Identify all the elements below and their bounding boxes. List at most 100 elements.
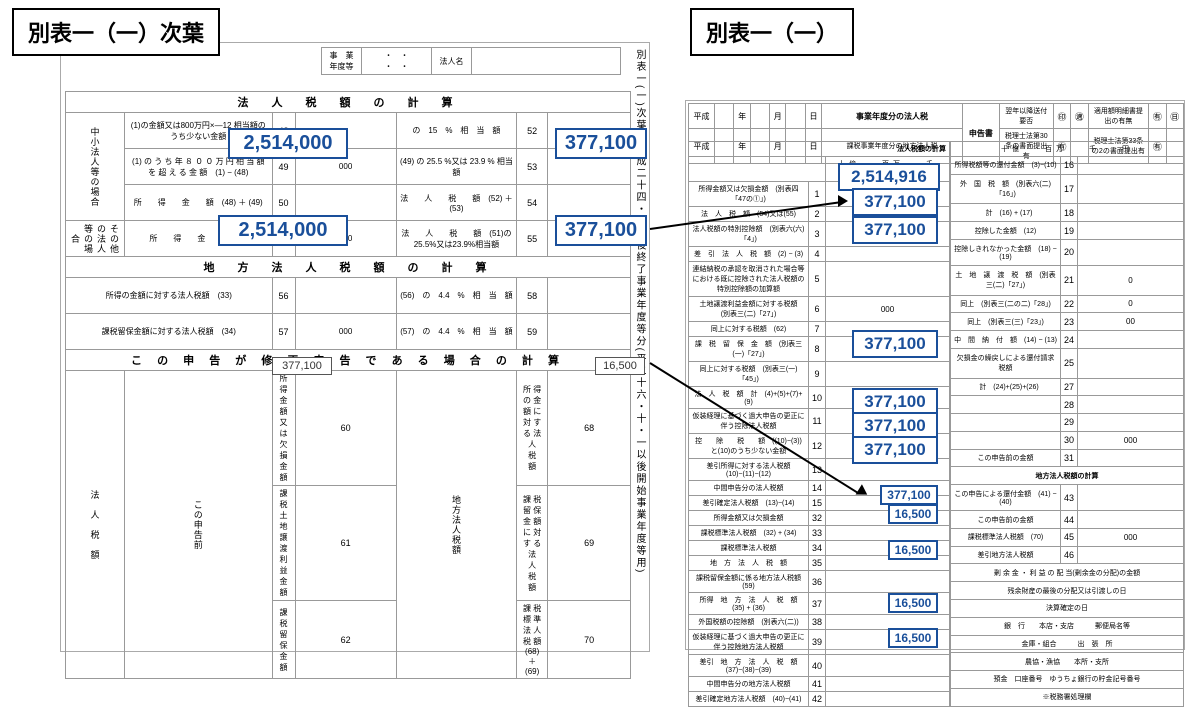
hl-left-2514-b: 2,514,000 [218, 215, 348, 246]
secr2: 地方法人税額の計算 [951, 467, 1184, 485]
rc21l: 土 地 譲 渡 税 額 (別表三(二)「27」) [951, 265, 1061, 295]
rr2n: 2 [809, 207, 826, 222]
rr13l: 差引所得に対する法人税額 (10)−(11)−(12) [689, 459, 809, 481]
rr42l: 差引確定地方法人税額 (40)−(41) [689, 692, 809, 707]
rr1l: 所得金額又は欠損金額 (別表四「47の①」) [689, 182, 809, 207]
hl-r40: 16,500 [888, 593, 938, 613]
rc26n: 27 [1061, 378, 1078, 396]
rr37l: 所得 地 方 法 人 税 額 (35) + (36) [689, 593, 809, 615]
rr39l: 仮装経理に基づく過大申告の更正に伴う控除地方法人税額 [689, 630, 809, 655]
r6-num2: 59 [517, 314, 548, 350]
rr37n: 37 [809, 593, 826, 615]
rr6n: 6 [809, 297, 826, 322]
side-label-5: 地方法人税額 [396, 371, 516, 679]
rc30n: 30 [1061, 431, 1078, 449]
rc25l: 欠損金の繰戻しによる還付請求税額 [951, 348, 1061, 378]
rr36n: 36 [809, 571, 826, 593]
section2-head: 地 方 法 人 税 額 の 計 算 [66, 257, 631, 278]
rr8l: 課 税 留 保 金 額 (別表三(一)「27」) [689, 337, 809, 362]
rc18l: 計 (16) + (17) [951, 204, 1061, 222]
r1-num2: 52 [517, 113, 548, 149]
r4-mid: 法 人 税 額 (51)の25.5%又は23.9%相当額 [396, 221, 516, 257]
rc21n: 21 [1061, 265, 1078, 295]
arrow-1-head [838, 195, 848, 207]
rr35l: 地 方 法 人 税 額 [689, 556, 809, 571]
rc22z: 0 [1078, 295, 1184, 313]
rc29n: 29 [1061, 414, 1078, 432]
r3-mid: 法 人 税 額 (52) ＋ (53) [396, 185, 516, 221]
r5-num: 56 [272, 278, 295, 314]
rc17l: 外 国 税 額 (別表六(二)「16」) [951, 174, 1061, 204]
rr9n: 9 [809, 362, 826, 387]
rr11n: 11 [809, 409, 826, 434]
rr9l: 同上に対する税額 (別表三(一)「45」) [689, 362, 809, 387]
rr34n: 34 [809, 541, 826, 556]
acct: 預金 口座番号 ゆうちょ銀行の貯金記号番号 [951, 671, 1184, 689]
rr38l: 外国税額の控除額 (別表六(二)) [689, 615, 809, 630]
r2-mid: (49) の 25.5 %又は 23.9 % 相当額 [396, 149, 516, 185]
rr8n: 8 [809, 337, 826, 362]
rc19n: 19 [1061, 222, 1078, 240]
rc20l: 控除しきれなかった金額 (18) − (19) [951, 239, 1061, 265]
rr14n: 14 [809, 481, 826, 496]
rc44l: この申告前の金額 [951, 511, 1061, 529]
side-label-3: 法 人 税 額 [66, 371, 125, 679]
r5-label: 所得の金額に対する法人税額 (33) [66, 278, 273, 314]
rc19l: 控除した金額 (12) [951, 222, 1061, 240]
r6-mid: (57) の 4.4 % 相 当 額 [396, 314, 516, 350]
rr39n: 39 [809, 630, 826, 655]
left-title: 別表一（一）次葉 [12, 8, 220, 56]
rr3l: 法人税額の特別控除額 (別表六(六)「4」) [689, 222, 809, 247]
secr: 法人税額の計算 [897, 146, 946, 153]
rc46n: 46 [1061, 546, 1078, 564]
r68-n: 68 [548, 371, 631, 486]
units2: 十億 百万 千 円 [951, 142, 1184, 157]
rc31l: この申告前の金額 [951, 449, 1061, 467]
r6-num: 57 [272, 314, 295, 350]
hl-left-2514-a: 2,514,000 [228, 128, 348, 159]
r60-n: 60 [295, 371, 396, 486]
l-nendo: 年度等 [330, 62, 354, 71]
box-left-377: 377,100 [272, 357, 332, 375]
rc45z: 000 [1078, 528, 1184, 546]
rc31n: 31 [1061, 449, 1078, 467]
rr7l: 同上に対する税額 (62) [689, 322, 809, 337]
r2-num2: 53 [517, 149, 548, 185]
r61-n: 61 [295, 486, 396, 601]
y1: 年 [734, 104, 750, 129]
hl-r4: 377,100 [852, 216, 938, 244]
rr5l: 連結納税の承認を取消された場合等における既に控除された法人税額の特別控除額の加算… [689, 262, 809, 297]
side-label-2: その他の法人等の場合 [66, 221, 125, 257]
hl-left-377-a: 377,100 [555, 128, 647, 159]
d1: 日 [805, 104, 821, 129]
rc23z: 00 [1078, 313, 1184, 331]
bank2: 金庫・組合 出 張 所 [951, 635, 1184, 653]
rr4n: 4 [809, 247, 826, 262]
r69-n: 69 [548, 486, 631, 601]
r61-l: 課 税 土 地 譲 渡 利 益 金 額 [272, 486, 295, 601]
section1-head: 法 人 税 額 の 計 算 [66, 92, 631, 113]
misc1: 剰 余 金 ・ 利 益 の 配 当(剰余金の分配)の金額 [951, 564, 1184, 582]
rc24l: 中 間 納 付 額 (14) − (13) [951, 331, 1061, 349]
side-label-4: この申告前 [125, 371, 273, 679]
era1: 平成 [689, 104, 715, 129]
rr7n: 7 [809, 322, 826, 337]
rc30l [951, 431, 1061, 449]
hl-r34: 377,100 [880, 485, 938, 505]
rc43l: この申告による還付金額 (41) − (40) [951, 485, 1061, 511]
r68-l: 所 得 の 金 額 に 対 す る 法 人 税 額 [517, 371, 548, 486]
r6-label: 課税留保金額に対する法人税額 (34) [66, 314, 273, 350]
r70-n: 70 [548, 601, 631, 679]
rc44n: 44 [1061, 511, 1078, 529]
rr12n: 12 [809, 434, 826, 459]
rc23l: 同上 (別表三(三)「23」) [951, 313, 1061, 331]
hl-r1: 2,514,916 [838, 163, 940, 191]
r60-l: 所 得 金 額 又 は 欠 損 金 額 [272, 371, 295, 486]
box-left-165: 16,500 [595, 357, 645, 375]
l-houjin: 法人名 [432, 48, 472, 75]
rc45n: 45 [1061, 528, 1078, 546]
rr5n: 5 [809, 262, 826, 297]
rc16n: 16 [1061, 157, 1078, 175]
rc30z: 000 [1078, 431, 1184, 449]
rr38n: 38 [809, 615, 826, 630]
